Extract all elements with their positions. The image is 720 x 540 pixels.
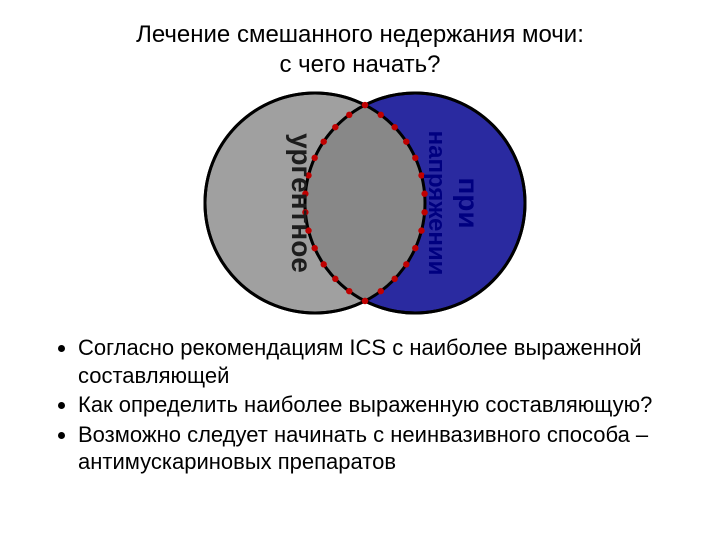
bullet-list: Согласно рекомендациям ICS с наиболее вы… (50, 334, 670, 476)
title-line-2: с чего начать? (279, 51, 440, 78)
venn-diagram: ургентное напряжении при (160, 88, 560, 318)
title-line-1: Лечение смешанного недержания мочи: (136, 21, 584, 48)
venn-svg (160, 88, 560, 318)
venn-left-label: ургентное (285, 133, 317, 273)
bullet-item: Возможно следует начинать с неинвазивног… (78, 421, 670, 476)
slide-title: Лечение смешанного недержания мочи: с че… (50, 20, 670, 80)
bullet-item: Согласно рекомендациям ICS с наиболее вы… (78, 334, 670, 389)
bullet-item: Как определить наиболее выраженную соста… (78, 391, 670, 419)
venn-right-label-main: при (452, 177, 484, 228)
venn-right-label-sub: напряжении (422, 131, 450, 276)
